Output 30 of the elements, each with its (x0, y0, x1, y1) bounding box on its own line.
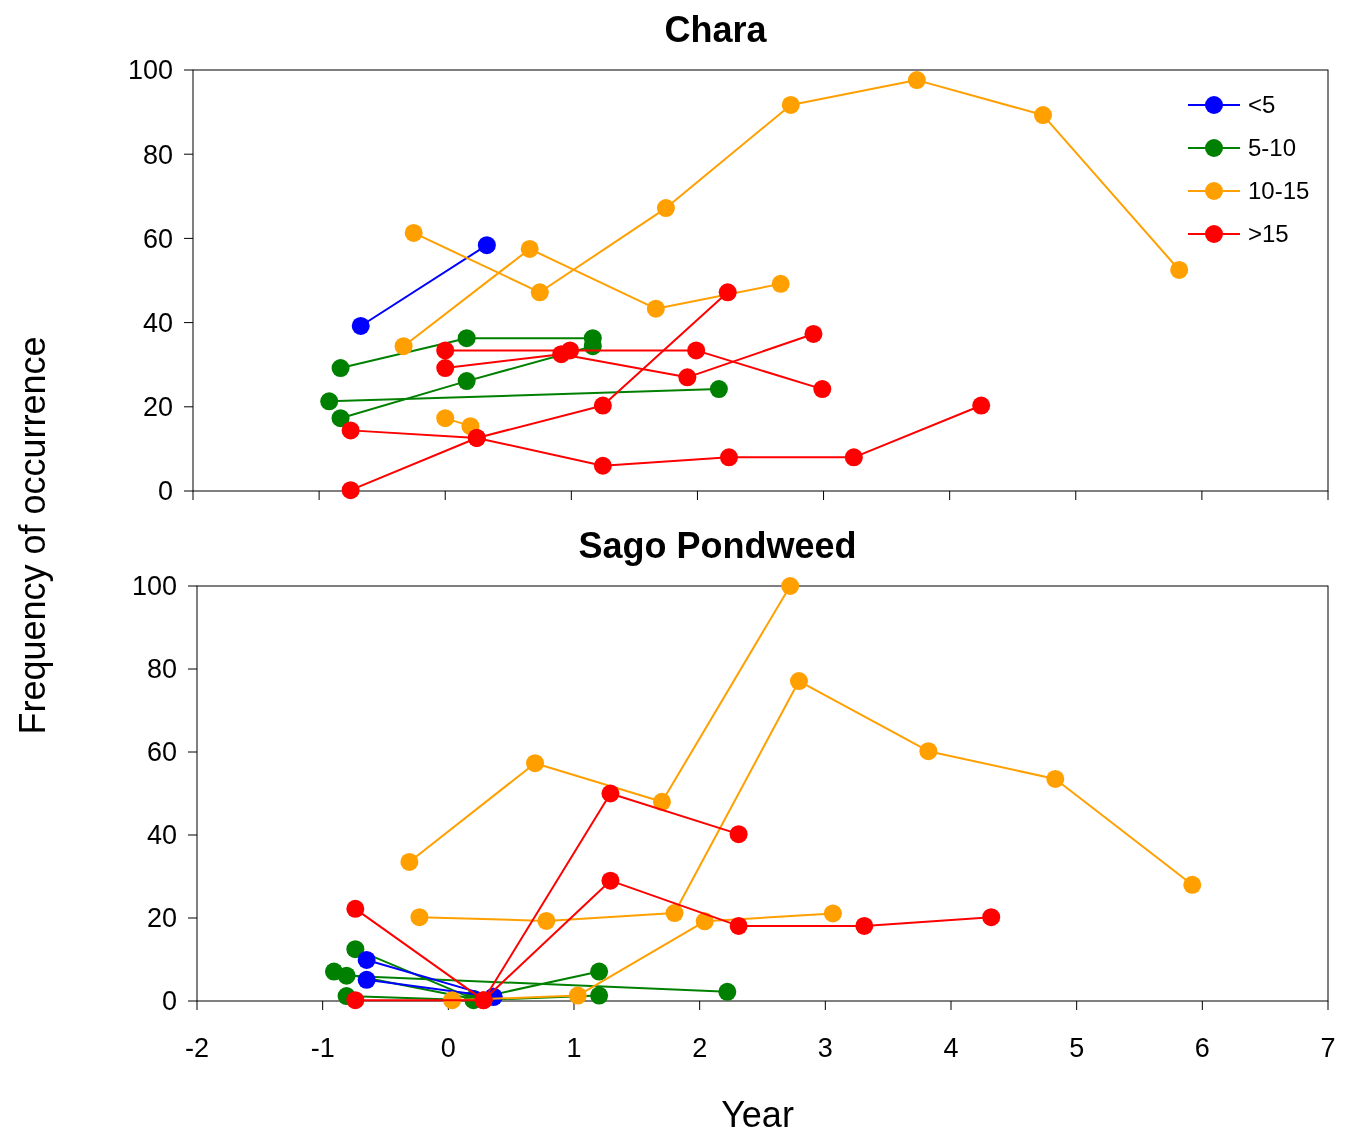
x-tick-label: 3 (817, 1033, 833, 1063)
y-axis-title: Frequency of occurrence (12, 336, 53, 735)
x-tick-label: 0 (440, 1033, 456, 1063)
x-axis-title: Year (721, 1094, 794, 1135)
y-tick-label: 0 (157, 476, 173, 507)
y-tick-label: 0 (161, 986, 177, 1017)
y-tick-label: 100 (131, 571, 177, 602)
x-tick-label: -2 (184, 1033, 210, 1063)
y-tick-label: 20 (146, 903, 177, 934)
y-tick-label: 100 (127, 55, 173, 86)
x-tick-label: 4 (943, 1033, 959, 1063)
y-tick-label: 40 (142, 308, 173, 339)
x-tick-label: 2 (692, 1033, 708, 1063)
legend-label: 10-15 (1248, 177, 1310, 205)
y-tick-label: 60 (146, 737, 177, 768)
y-tick-label: 80 (146, 654, 177, 685)
legend-label: 5-10 (1248, 134, 1297, 162)
legend-label: >15 (1248, 220, 1289, 248)
x-tick-label: -1 (310, 1033, 335, 1063)
y-tick-label: 40 (146, 820, 177, 851)
x-tick-label: 6 (1194, 1033, 1210, 1063)
y-tick-label: 60 (142, 223, 173, 254)
chart-title: Sago Pondweed (578, 525, 857, 566)
chart-title: Chara (664, 9, 768, 50)
y-tick-label: 80 (142, 139, 173, 170)
y-tick-label: 20 (142, 392, 173, 423)
x-tick-label: 7 (1320, 1033, 1336, 1063)
x-tick-label: 5 (1069, 1033, 1085, 1063)
x-tick-label: 1 (566, 1033, 582, 1063)
legend-label: <5 (1248, 91, 1276, 119)
